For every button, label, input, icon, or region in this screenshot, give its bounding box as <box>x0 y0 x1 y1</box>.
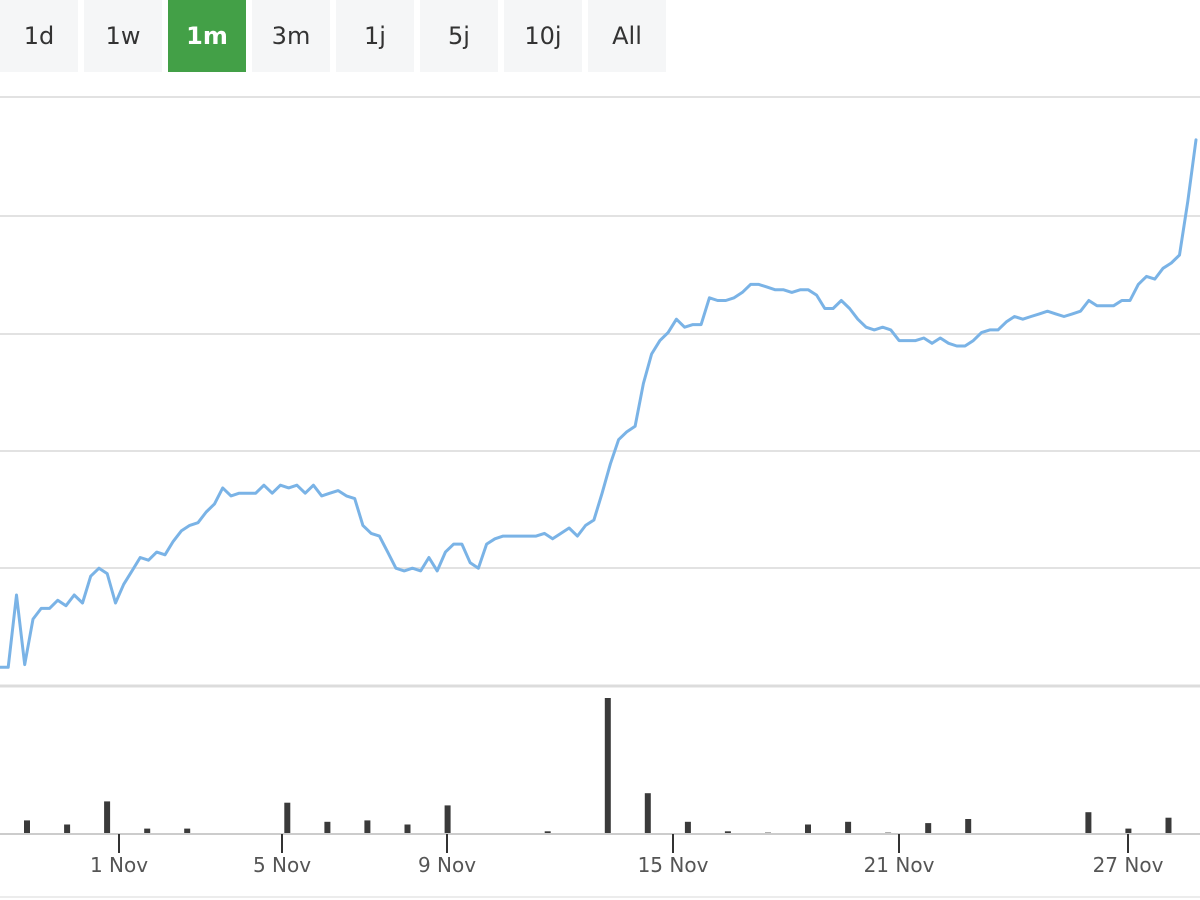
volume-bar <box>805 824 811 834</box>
range-button-all[interactable]: All <box>588 0 666 72</box>
volume-bar <box>404 824 411 834</box>
volume-bar <box>1085 812 1092 834</box>
x-tick-label: 5 Nov <box>253 853 311 877</box>
range-button-1d[interactable]: 1d <box>0 0 78 72</box>
x-tick-label: 1 Nov <box>90 853 148 877</box>
volume-bar <box>104 801 111 834</box>
volume-bar <box>845 821 852 834</box>
range-button-1j[interactable]: 1j <box>336 0 414 72</box>
volume-bar <box>1165 817 1172 834</box>
volume-bar <box>604 698 611 834</box>
range-selector: 1d 1w 1m 3m 1j 5j 10j All <box>0 0 666 72</box>
x-tick-label: 9 Nov <box>418 853 476 877</box>
range-button-1w[interactable]: 1w <box>84 0 162 72</box>
volume-bar <box>144 828 151 834</box>
volume-bar <box>444 805 451 834</box>
volume-bar <box>724 831 731 834</box>
grid-lines <box>0 96 1200 569</box>
volume-bar <box>24 820 30 834</box>
volume-bar <box>965 819 972 834</box>
range-button-5j[interactable]: 5j <box>420 0 498 72</box>
volume-bars <box>24 698 1172 835</box>
x-axis: 1 Nov 5 Nov 9 Nov 15 Nov 21 Nov 27 Nov <box>90 834 1164 877</box>
volume-bar <box>644 793 651 834</box>
volume-bar <box>284 802 291 834</box>
x-tick-label: 15 Nov <box>638 853 709 877</box>
range-button-3m[interactable]: 3m <box>252 0 330 72</box>
volume-bar <box>684 821 691 834</box>
x-tick-label: 21 Nov <box>864 853 935 877</box>
volume-bar <box>324 821 331 834</box>
range-button-10j[interactable]: 10j <box>504 0 582 72</box>
volume-bar <box>544 831 551 834</box>
volume-bar <box>1125 828 1132 834</box>
volume-bar <box>184 828 191 834</box>
x-tick-label: 27 Nov <box>1093 853 1164 877</box>
volume-bar <box>925 823 932 834</box>
price-line <box>0 138 1198 669</box>
volume-bar <box>64 824 71 834</box>
volume-bar <box>364 820 371 834</box>
range-button-1m[interactable]: 1m <box>168 0 246 72</box>
